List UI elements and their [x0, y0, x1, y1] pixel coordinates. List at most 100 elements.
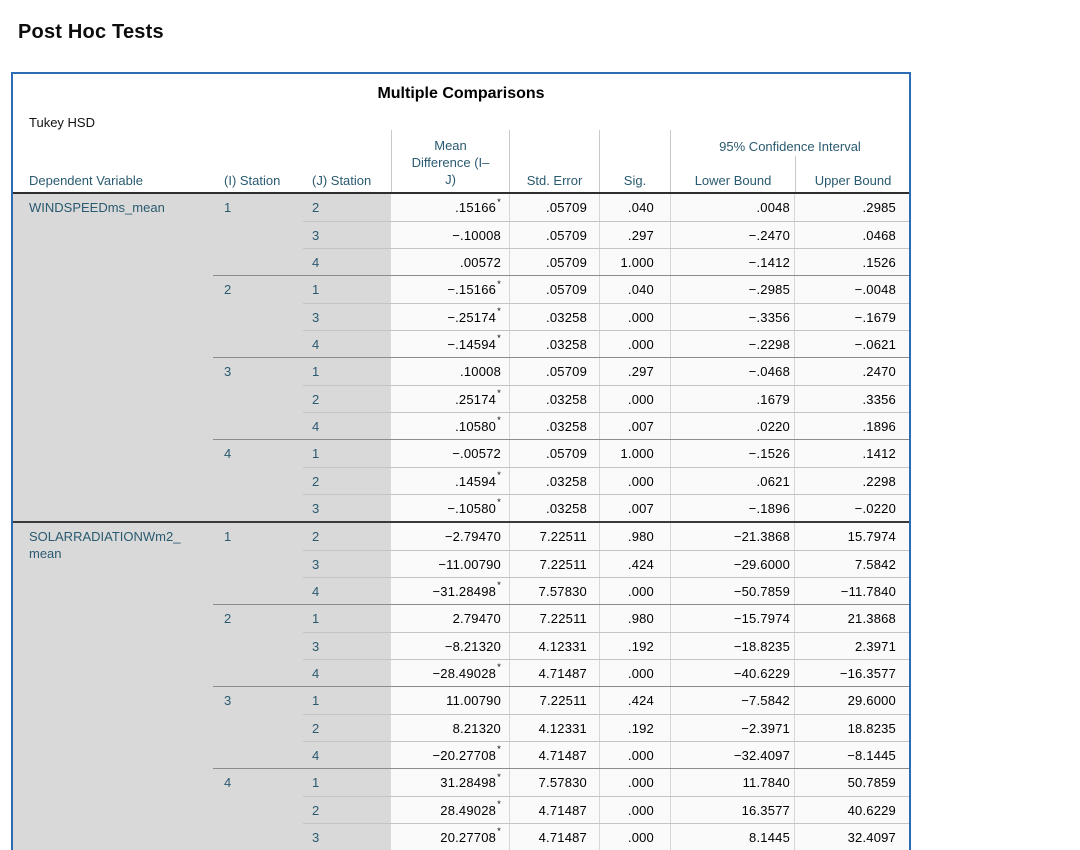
mean-difference-cell: 28.49028 *	[391, 797, 509, 823]
std-error-cell: .03258	[509, 495, 599, 521]
header-i-station: (I) Station	[224, 173, 281, 188]
table-row: 1 −.00572.05709 1.000 −.1526.1412	[303, 440, 909, 467]
group-rows: 1 31.28498 * 7.57830.000 11.7840 50.7859 2 28.4…	[303, 769, 909, 850]
std-error-cell: .05709	[509, 276, 599, 303]
sig-cell: .040	[599, 276, 670, 303]
group-rows: 1 −.15166 * .05709.040 −.2985 −.0048 3 −.25174 *…	[303, 276, 909, 357]
table-subtitle: Tukey HSD	[29, 115, 95, 130]
sig-cell: .000	[599, 304, 670, 330]
j-station-cell: 1	[303, 358, 391, 385]
lower-bound-cell: −21.3868	[670, 523, 794, 550]
table-row: 3 −.10580 * .03258.007 −.1896 −.0220	[303, 494, 909, 521]
table-row: 4 −28.49028 * 4.71487.000 −40.6229 −16.3577	[303, 659, 909, 686]
lower-bound-cell: −.2985	[670, 276, 794, 303]
lower-bound-cell: −.0468	[670, 358, 794, 385]
mean-difference-cell: 20.27708 *	[391, 824, 509, 850]
std-error-cell: .05709	[509, 358, 599, 385]
sig-cell: .980	[599, 605, 670, 632]
group-rows: 1 2.79470 7.22511.980 −15.7974 21.3868 3 −8.21…	[303, 605, 909, 686]
header-std-error: Std. Error	[509, 130, 599, 192]
mean-difference-cell: .14594 *	[391, 468, 509, 494]
upper-bound-cell: −11.7840	[794, 578, 909, 604]
upper-bound-cell: 32.4097	[794, 824, 909, 850]
upper-bound-cell: −.0220	[794, 495, 909, 521]
sig-cell: .000	[599, 824, 670, 850]
sig-cell: .192	[599, 633, 670, 659]
i-station-cell: 1	[213, 523, 303, 604]
std-error-cell: 4.12331	[509, 633, 599, 659]
table-row: 1 11.00790 7.22511.424 −7.5842 29.6000	[303, 687, 909, 714]
j-station-cell: 1	[303, 769, 391, 796]
j-station-cell: 4	[303, 331, 391, 357]
i-station-group: 2 1 −.15166 * .05709.040 −.2985 −.0048 3 −.25174…	[213, 275, 909, 357]
mean-difference-cell: −.15166 *	[391, 276, 509, 303]
upper-bound-cell: .1896	[794, 413, 909, 439]
table-row: 3 −.25174 * .03258.000 −.3356 −.1679	[303, 303, 909, 330]
j-station-cell: 3	[303, 222, 391, 248]
lower-bound-cell: −.2470	[670, 222, 794, 248]
table-row: 4 −31.28498 * 7.57830.000 −50.7859 −11.7840	[303, 577, 909, 604]
table-row: 1.10008.05709.297 −.0468.2470	[303, 358, 909, 385]
lower-bound-cell: −18.8235	[670, 633, 794, 659]
j-station-cell: 3	[303, 824, 391, 850]
mean-difference-cell: −2.79470	[391, 523, 509, 550]
i-station-group: 3 1.10008.05709.297 −.0468.2470 2.25174 * .03…	[213, 357, 909, 439]
i-station-cell: 4	[213, 440, 303, 521]
lower-bound-cell: −40.6229	[670, 660, 794, 686]
upper-bound-cell: 21.3868	[794, 605, 909, 632]
sig-cell: .000	[599, 578, 670, 604]
mean-difference-cell: −.00572	[391, 440, 509, 467]
j-station-cell: 1	[303, 605, 391, 632]
page-title: Post Hoc Tests	[18, 21, 164, 43]
header-j-station: (J) Station	[312, 173, 372, 188]
mean-difference-cell: −.10580 *	[391, 495, 509, 521]
table-row: 2.14594 * .03258.000.0621.2298	[303, 467, 909, 494]
sig-cell: .000	[599, 797, 670, 823]
lower-bound-cell: .0621	[670, 468, 794, 494]
dependent-variable-section: WINDSPEEDms_mean 1 2.15166 * .05709.040.0048…	[13, 194, 909, 521]
table-row: 4 −20.27708 * 4.71487.000 −32.4097 −8.1445	[303, 741, 909, 768]
header-upper-bound: Upper Bound	[795, 156, 910, 192]
table-row: 1 −.15166 * .05709.040 −.2985 −.0048	[303, 276, 909, 303]
sig-cell: .000	[599, 468, 670, 494]
upper-bound-cell: 15.7974	[794, 523, 909, 550]
column-header-row: Dependent Variable (I) Station (J) Stati…	[13, 130, 909, 192]
j-station-cell: 2	[303, 715, 391, 741]
i-station-group: 1 2.15166 * .05709.040.0048.2985 3 −.10008.05…	[213, 194, 909, 275]
j-station-cell: 2	[303, 468, 391, 494]
upper-bound-cell: 7.5842	[794, 551, 909, 577]
station-groups: 1 2 −2.79470 7.22511.980 −21.3868 15.7974 3 −11…	[213, 523, 909, 850]
header-mean-difference: Mean Difference (I– J)	[391, 130, 509, 192]
station-groups: 1 2.15166 * .05709.040.0048.2985 3 −.10008.05…	[213, 194, 909, 521]
mean-difference-cell: .10580 *	[391, 413, 509, 439]
j-station-cell: 3	[303, 551, 391, 577]
upper-bound-cell: −16.3577	[794, 660, 909, 686]
j-station-cell: 1	[303, 440, 391, 467]
sig-cell: .007	[599, 495, 670, 521]
i-station-group: 1 2 −2.79470 7.22511.980 −21.3868 15.7974 3 −11…	[213, 523, 909, 604]
mean-difference-cell: .10008	[391, 358, 509, 385]
sig-cell: .000	[599, 742, 670, 768]
std-error-cell: .03258	[509, 386, 599, 412]
mean-difference-cell: −.25174 *	[391, 304, 509, 330]
j-station-cell: 2	[303, 797, 391, 823]
mean-difference-cell: −20.27708 *	[391, 742, 509, 768]
header-dependent-variable: Dependent Variable	[29, 173, 143, 188]
j-station-cell: 4	[303, 578, 391, 604]
upper-bound-cell: 40.6229	[794, 797, 909, 823]
std-error-cell: 7.22511	[509, 551, 599, 577]
upper-bound-cell: −8.1445	[794, 742, 909, 768]
i-station-cell: 2	[213, 276, 303, 357]
sig-cell: .297	[599, 358, 670, 385]
upper-bound-cell: .3356	[794, 386, 909, 412]
sig-cell: .000	[599, 331, 670, 357]
lower-bound-cell: −15.7974	[670, 605, 794, 632]
table-row: 2 8.21320 4.12331.192 −2.3971 18.8235	[303, 714, 909, 741]
i-station-cell: 1	[213, 194, 303, 275]
lower-bound-cell: −7.5842	[670, 687, 794, 714]
lower-bound-cell: 8.1445	[670, 824, 794, 850]
lower-bound-cell: −32.4097	[670, 742, 794, 768]
header-mean-difference-line2: Difference (I–	[411, 155, 490, 170]
dependent-variable-label: WINDSPEEDms_mean	[13, 194, 213, 521]
